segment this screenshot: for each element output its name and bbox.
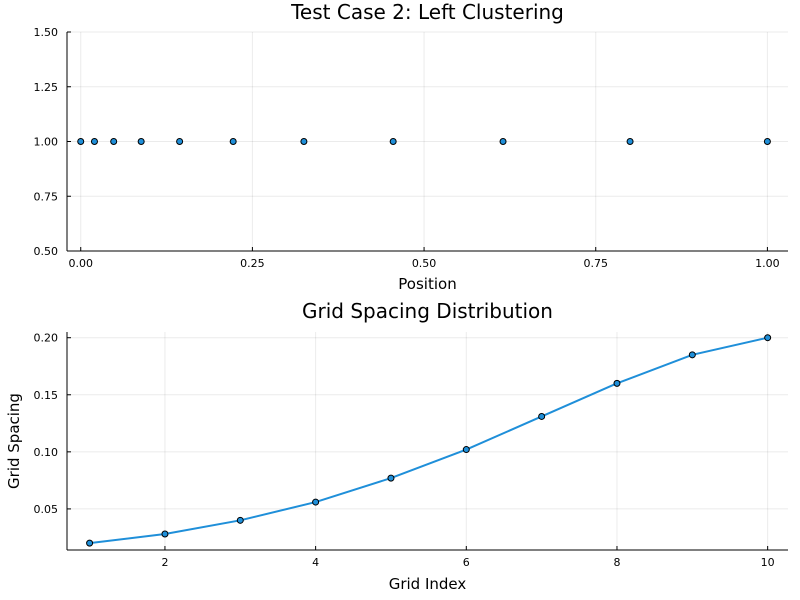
data-point bbox=[626, 138, 634, 145]
chart-title: Test Case 2: Left Clustering bbox=[290, 0, 564, 24]
y-tick-label: 0.15 bbox=[34, 389, 59, 402]
y-tick-label: 1.25 bbox=[34, 81, 59, 94]
data-point bbox=[499, 138, 507, 145]
data-point bbox=[764, 334, 772, 342]
data-point bbox=[387, 474, 395, 482]
y-tick-label: 1.50 bbox=[34, 26, 59, 39]
x-axis-title: Position bbox=[398, 275, 456, 293]
data-point bbox=[161, 530, 169, 538]
data-point bbox=[688, 351, 696, 359]
x-tick-label: 8 bbox=[613, 556, 620, 569]
chart-panel-1: 0.00 0.25 0.50 0.75 1.00 0.50 0.75 1.00 1.25 1.50… bbox=[34, 0, 788, 293]
data-point bbox=[86, 539, 94, 547]
x-tick-label: 10 bbox=[761, 556, 775, 569]
data-point bbox=[176, 138, 184, 145]
data-point bbox=[462, 446, 470, 454]
data-point bbox=[236, 516, 244, 524]
data-point bbox=[90, 138, 98, 145]
series-line bbox=[89, 336, 768, 545]
y-tick-label: 0.10 bbox=[34, 446, 59, 459]
data-point bbox=[389, 138, 397, 145]
x-axis-title: Grid Index bbox=[389, 575, 467, 593]
x-tick-label: 0.00 bbox=[68, 257, 93, 270]
data-point bbox=[300, 138, 308, 145]
y-tick-label: 0.50 bbox=[34, 245, 59, 258]
data-point bbox=[229, 138, 237, 145]
y-tick-label: 0.20 bbox=[34, 332, 59, 345]
x-tick-label: 6 bbox=[463, 556, 470, 569]
x-tick-label: 0.75 bbox=[583, 257, 608, 270]
x-tick-label: 0.50 bbox=[412, 257, 437, 270]
x-tick-label: 0.25 bbox=[240, 257, 265, 270]
chart-title: Grid Spacing Distribution bbox=[302, 299, 553, 323]
data-point bbox=[538, 412, 546, 420]
data-point bbox=[613, 379, 621, 387]
x-tick-label: 1.00 bbox=[755, 257, 780, 270]
data-point bbox=[763, 138, 771, 145]
y-tick-label: 1.00 bbox=[34, 136, 59, 149]
y-axis-title: Grid Spacing bbox=[5, 393, 23, 489]
data-point bbox=[312, 498, 320, 506]
y-tick-label: 0.75 bbox=[34, 190, 59, 203]
data-point bbox=[137, 138, 145, 145]
x-tick-label: 4 bbox=[312, 556, 319, 569]
y-tick-label: 0.05 bbox=[34, 503, 59, 516]
x-tick-label: 2 bbox=[161, 556, 168, 569]
chart-panel-2: 2 4 6 8 10 0.05 0.10 0.15 0.20 Grid Spacing Distr… bbox=[5, 299, 788, 593]
data-point bbox=[110, 138, 118, 145]
data-point bbox=[77, 138, 85, 145]
